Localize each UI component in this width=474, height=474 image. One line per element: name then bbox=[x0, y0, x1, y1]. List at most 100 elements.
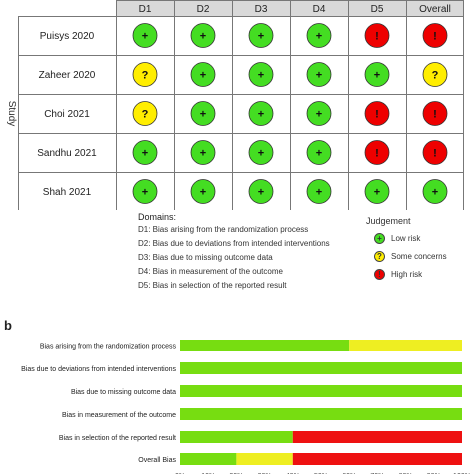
judgement-symbol: ! bbox=[433, 109, 437, 121]
judgement-low-icon bbox=[190, 23, 216, 48]
judgement-symbol: ? bbox=[142, 70, 149, 82]
bar-segment-low bbox=[180, 453, 237, 465]
judgement-low-icon bbox=[132, 140, 158, 165]
legend-low-risk-label: Low risk bbox=[391, 234, 421, 243]
judgement-low-icon bbox=[132, 23, 158, 48]
judgement-symbol: + bbox=[258, 148, 264, 160]
judgement-symbol: ! bbox=[433, 31, 437, 43]
low-risk-icon: + bbox=[374, 233, 385, 244]
judgement-low-icon bbox=[132, 179, 158, 204]
judgement-low-icon bbox=[190, 179, 216, 204]
judgement-symbol: + bbox=[200, 70, 206, 82]
judgement-symbol: + bbox=[142, 31, 148, 43]
judgement-low-icon bbox=[190, 140, 216, 165]
legend-area: Domains: D1: Bias arising from the rando… bbox=[138, 212, 474, 302]
judgement-low-icon bbox=[248, 140, 274, 165]
judgement-low-icon bbox=[364, 179, 390, 204]
study-label: Zaheer 2020 bbox=[39, 70, 96, 81]
judgement-low-icon bbox=[306, 62, 332, 87]
judgement-title: Judgement bbox=[366, 216, 411, 226]
bar-segment-low bbox=[180, 431, 293, 443]
domain-d4: D4: Bias in measurement of the outcome bbox=[138, 267, 283, 276]
judgement-some-icon bbox=[422, 62, 448, 87]
judgement-symbol: + bbox=[374, 70, 380, 82]
legend-some-concerns: ? Some concerns bbox=[374, 251, 447, 262]
category-label: Bias due to missing outcome data bbox=[71, 389, 176, 396]
judgement-symbol: + bbox=[316, 31, 322, 43]
judgement-symbol: + bbox=[200, 31, 206, 43]
bar-segment-some bbox=[236, 453, 293, 465]
judgement-symbol: + bbox=[316, 70, 322, 82]
category-label: Bias in measurement of the outcome bbox=[62, 412, 176, 419]
judgement-symbol: + bbox=[258, 70, 264, 82]
bias-summary-bar-chart: Bias arising from the randomization proc… bbox=[21, 340, 471, 474]
category-label: Bias due to deviations from intended int… bbox=[21, 366, 176, 373]
judgement-symbol: + bbox=[142, 148, 148, 160]
domain-d1: D1: Bias arising from the randomization … bbox=[138, 225, 309, 234]
some-concerns-icon: ? bbox=[374, 251, 385, 262]
judgement-low-icon bbox=[306, 101, 332, 126]
category-label: Bias in selection of the reported result bbox=[59, 435, 176, 442]
study-label: Choi 2021 bbox=[44, 109, 90, 120]
legend-high-risk-label: High risk bbox=[391, 270, 423, 279]
bar-segment-low bbox=[180, 385, 462, 397]
table-grid bbox=[18, 0, 464, 210]
judgement-high-icon bbox=[422, 140, 448, 165]
judgement-symbol: + bbox=[432, 187, 438, 199]
column-header-overall: Overall bbox=[419, 4, 451, 15]
judgement-symbol: + bbox=[258, 31, 264, 43]
legend-some-concerns-label: Some concerns bbox=[391, 252, 447, 261]
judgement-low-icon bbox=[364, 62, 390, 87]
judgement-low-icon bbox=[422, 179, 448, 204]
legend-high-risk: ! High risk bbox=[374, 269, 422, 280]
judgement-symbol: + bbox=[200, 148, 206, 160]
bar-segment-low bbox=[180, 340, 350, 351]
bar-segment-low bbox=[180, 362, 462, 374]
judgement-high-icon bbox=[364, 23, 390, 48]
judgement-symbol: + bbox=[258, 187, 264, 199]
judgement-low-icon bbox=[248, 101, 274, 126]
judgement-symbol: + bbox=[316, 148, 322, 160]
bar-segment-some bbox=[349, 340, 462, 351]
study-axis-label: Study bbox=[6, 101, 17, 127]
judgement-high-icon bbox=[364, 101, 390, 126]
judgement-high-icon bbox=[422, 23, 448, 48]
judgement-symbol: ? bbox=[142, 109, 149, 121]
judgement-symbol: + bbox=[316, 187, 322, 199]
legend-low-risk: + Low risk bbox=[374, 233, 420, 244]
judgement-symbol: ! bbox=[375, 109, 379, 121]
judgement-low-icon bbox=[306, 23, 332, 48]
domain-d5: D5: Bias in selection of the reported re… bbox=[138, 281, 287, 290]
judgement-low-icon bbox=[306, 140, 332, 165]
judgement-symbol: + bbox=[142, 187, 148, 199]
panel-b-label: b bbox=[4, 318, 12, 333]
study-label: Shah 2021 bbox=[43, 187, 92, 198]
judgement-low-icon bbox=[190, 101, 216, 126]
judgement-symbol: + bbox=[374, 187, 380, 199]
column-header-d1: D1 bbox=[139, 4, 152, 15]
column-header-d2: D2 bbox=[197, 4, 210, 15]
bar-segment-low bbox=[180, 408, 462, 420]
judgement-high-icon bbox=[364, 140, 390, 165]
bar-segment-high bbox=[292, 453, 462, 465]
judgement-symbol: ! bbox=[433, 148, 437, 160]
judgement-symbol: ! bbox=[375, 148, 379, 160]
domain-d3: D3: Bias due to missing outcome data bbox=[138, 253, 273, 262]
judgement-high-icon bbox=[422, 101, 448, 126]
column-header-d3: D3 bbox=[255, 4, 268, 15]
judgement-some-icon bbox=[132, 101, 158, 126]
judgement-low-icon bbox=[306, 179, 332, 204]
judgement-symbol: ! bbox=[375, 31, 379, 43]
judgement-low-icon bbox=[248, 179, 274, 204]
column-header-d5: D5 bbox=[371, 4, 384, 15]
judgement-symbol: ? bbox=[432, 70, 439, 82]
study-label: Puisys 2020 bbox=[40, 31, 95, 42]
judgement-symbol: + bbox=[258, 109, 264, 121]
judgement-low-icon bbox=[248, 62, 274, 87]
domain-d2: D2: Bias due to deviations from intended… bbox=[138, 239, 330, 248]
risk-of-bias-table: Study D1 D2 D3 D4 D5 Overall Puisys 2020 + + + +! ! Z… bbox=[6, 0, 464, 210]
judgement-low-icon bbox=[248, 23, 274, 48]
column-header-d4: D4 bbox=[313, 4, 326, 15]
domains-title: Domains: bbox=[138, 212, 177, 222]
judgement-symbol: + bbox=[200, 109, 206, 121]
